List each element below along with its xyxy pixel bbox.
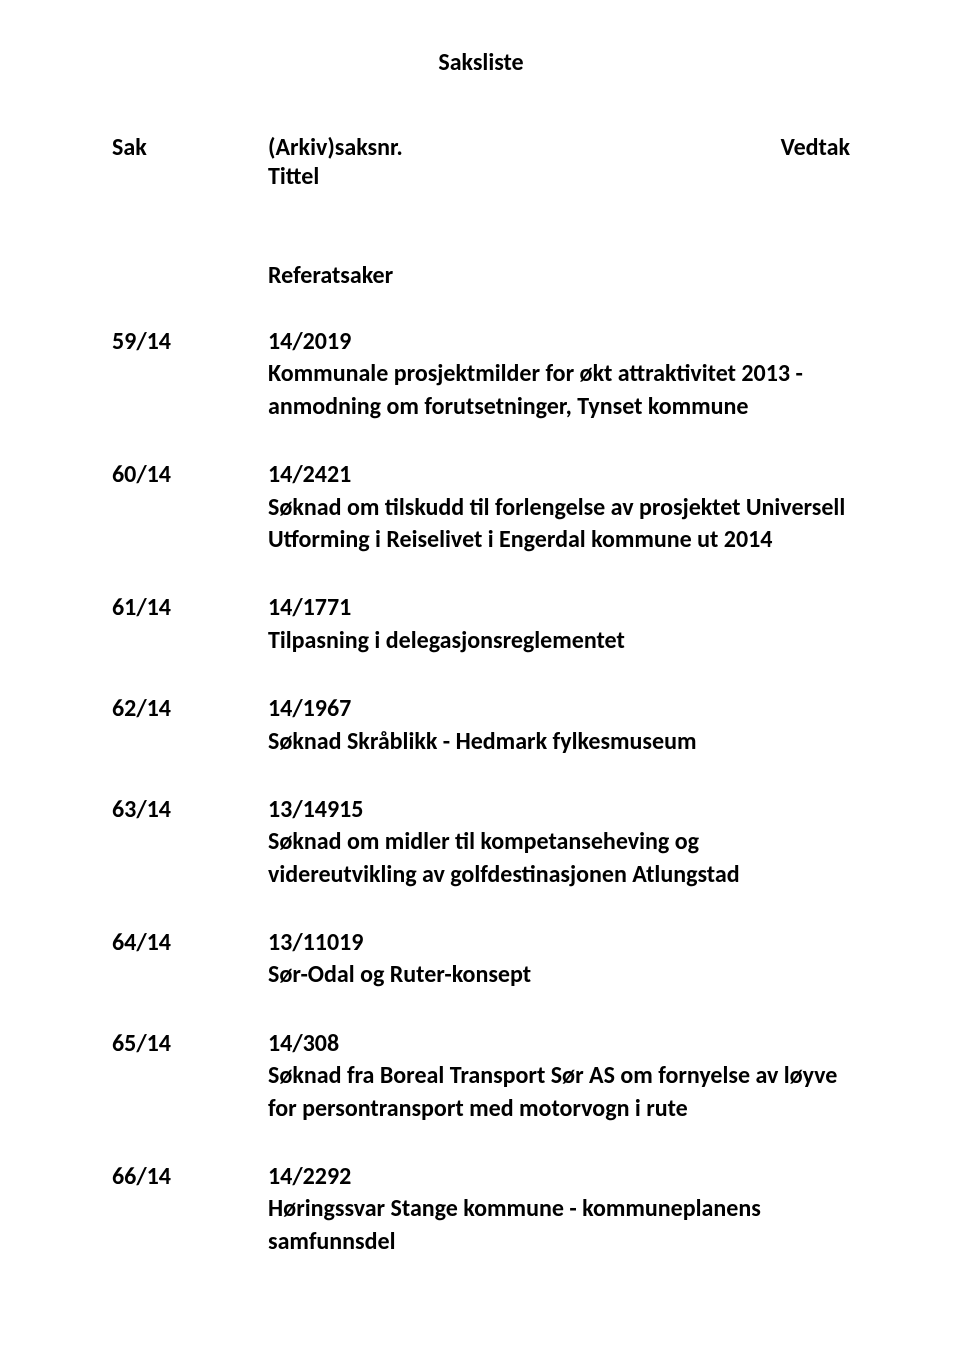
item-title: Søknad Skråblikk - Hedmark fylkesmuseum: [268, 726, 850, 758]
header-arkiv-line1: (Arkiv)saksnr.: [268, 133, 403, 162]
item-title: Søknad fra Boreal Transport Sør AS om fo…: [268, 1060, 850, 1125]
item-title: Sør-Odal og Ruter-konsept: [268, 959, 850, 991]
header-left: Sak (Arkiv)saksnr. Tittel: [112, 133, 403, 191]
header-sak: Sak: [112, 133, 268, 191]
list-item: 59/1414/2019Kommunale prosjektmilder for…: [112, 326, 850, 423]
item-number: 66/14: [112, 1161, 268, 1258]
item-ref: 14/2019: [268, 326, 850, 358]
item-title: Høringssvar Stange kommune - kommuneplan…: [268, 1193, 850, 1258]
header-vedtak: Vedtak: [781, 133, 850, 191]
items-list: 59/1414/2019Kommunale prosjektmilder for…: [112, 326, 850, 1258]
item-number: 63/14: [112, 794, 268, 891]
item-body: 14/2421Søknad om tilskudd til forlengels…: [268, 459, 850, 556]
document-title: Saksliste: [112, 48, 850, 77]
item-body: 14/2019Kommunale prosjektmilder for økt …: [268, 326, 850, 423]
item-ref: 14/1771: [268, 592, 850, 624]
item-number: 64/14: [112, 927, 268, 992]
item-title: Søknad om tilskudd til forlengelse av pr…: [268, 492, 850, 557]
item-ref: 14/2292: [268, 1161, 850, 1193]
list-item: 64/1413/11019Sør-Odal og Ruter-konsept: [112, 927, 850, 992]
item-title: Kommunale prosjektmilder for økt attrakt…: [268, 358, 850, 423]
list-item: 63/1413/14915Søknad om midler til kompet…: [112, 794, 850, 891]
item-body: 14/1771Tilpasning i delegasjonsreglement…: [268, 592, 850, 657]
list-item: 62/1414/1967Søknad Skråblikk - Hedmark f…: [112, 693, 850, 758]
item-number: 65/14: [112, 1028, 268, 1125]
item-ref: 13/14915: [268, 794, 850, 826]
item-title: Søknad om midler til kompetanseheving og…: [268, 826, 850, 891]
page: Saksliste Sak (Arkiv)saksnr. Tittel Vedt…: [0, 0, 960, 1354]
item-number: 60/14: [112, 459, 268, 556]
list-item: 66/1414/2292Høringssvar Stange kommune -…: [112, 1161, 850, 1258]
header-row: Sak (Arkiv)saksnr. Tittel Vedtak: [112, 133, 850, 191]
list-item: 61/1414/1771Tilpasning i delegasjonsregl…: [112, 592, 850, 657]
item-body: 13/14915Søknad om midler til kompetanseh…: [268, 794, 850, 891]
item-number: 59/14: [112, 326, 268, 423]
section-heading: Referatsaker: [268, 261, 850, 290]
item-number: 62/14: [112, 693, 268, 758]
item-body: 14/2292Høringssvar Stange kommune - komm…: [268, 1161, 850, 1258]
item-number: 61/14: [112, 592, 268, 657]
item-body: 13/11019Sør-Odal og Ruter-konsept: [268, 927, 850, 992]
item-body: 14/308Søknad fra Boreal Transport Sør AS…: [268, 1028, 850, 1125]
header-arkiv: (Arkiv)saksnr. Tittel: [268, 133, 403, 191]
item-ref: 14/2421: [268, 459, 850, 491]
item-ref: 13/11019: [268, 927, 850, 959]
list-item: 60/1414/2421Søknad om tilskudd til forle…: [112, 459, 850, 556]
item-ref: 14/1967: [268, 693, 850, 725]
item-body: 14/1967Søknad Skråblikk - Hedmark fylkes…: [268, 693, 850, 758]
item-title: Tilpasning i delegasjonsreglementet: [268, 625, 850, 657]
header-arkiv-line2: Tittel: [268, 162, 403, 191]
list-item: 65/1414/308Søknad fra Boreal Transport S…: [112, 1028, 850, 1125]
item-ref: 14/308: [268, 1028, 850, 1060]
